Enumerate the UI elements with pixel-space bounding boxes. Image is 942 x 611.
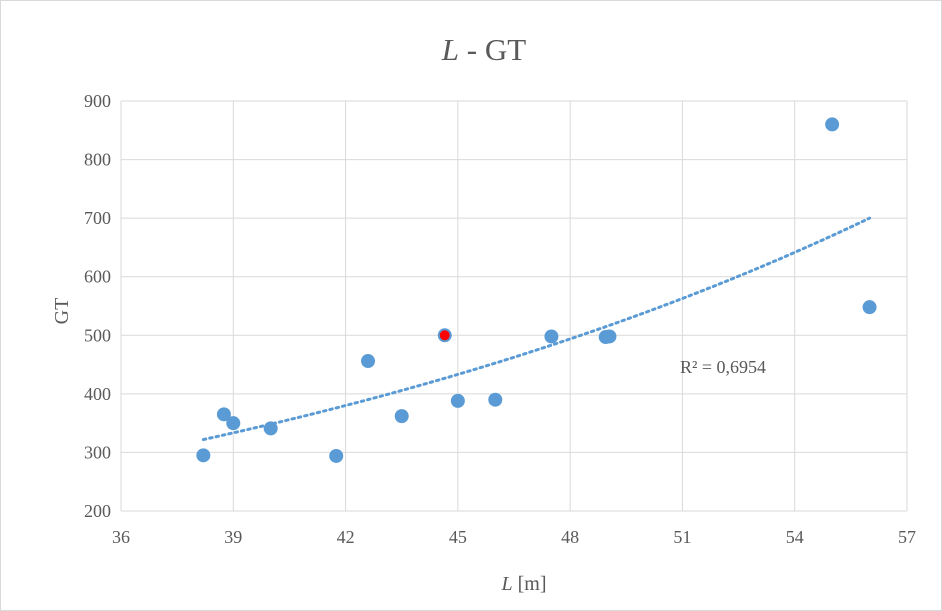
y-tick-label: 900 [84, 91, 111, 111]
data-point [862, 300, 877, 315]
x-axis-title-italic: L [500, 573, 512, 595]
data-point [216, 407, 231, 422]
x-tick-label: 42 [337, 527, 355, 547]
data-point [544, 329, 559, 344]
x-tick-label: 54 [786, 527, 804, 547]
data-point [263, 421, 278, 436]
x-tick-label: 51 [673, 527, 691, 547]
x-tick-label: 45 [449, 527, 467, 547]
y-tick-label: 600 [84, 267, 111, 287]
gridlines [120, 100, 908, 512]
chart-title-italic: L [441, 32, 459, 67]
data-point [226, 416, 241, 431]
x-axis-title-rest: [m] [513, 573, 547, 595]
data-point [488, 392, 503, 407]
chart-title: L - GT [441, 32, 526, 67]
data-point [825, 117, 840, 132]
y-tick-label: 300 [84, 442, 111, 462]
data-points [196, 117, 877, 463]
tick-labels: 200 300 400 500 600 700 800 900 36 39 42 45 48 51 54 57 [84, 91, 916, 547]
data-point [394, 409, 409, 424]
x-axis-title: L [m] [500, 573, 546, 595]
r-squared-label: R² = 0,6954 [680, 357, 766, 377]
y-tick-label: 700 [84, 208, 111, 228]
data-point [329, 448, 344, 463]
x-tick-label: 36 [112, 527, 130, 547]
y-tick-label: 800 [84, 150, 111, 170]
data-point [450, 393, 465, 408]
y-tick-label: 200 [84, 501, 111, 521]
x-tick-label: 57 [898, 527, 916, 547]
x-tick-label: 48 [561, 527, 579, 547]
y-axis-title: GT [51, 298, 73, 325]
data-point [196, 448, 211, 463]
data-point [361, 354, 376, 369]
chart-title-rest: - GT [459, 32, 526, 67]
highlighted-data-point [437, 328, 452, 343]
y-tick-label: 400 [84, 384, 111, 404]
y-tick-label: 500 [84, 325, 111, 345]
x-tick-label: 39 [224, 527, 242, 547]
trendline [201, 216, 872, 442]
data-point [602, 329, 617, 344]
